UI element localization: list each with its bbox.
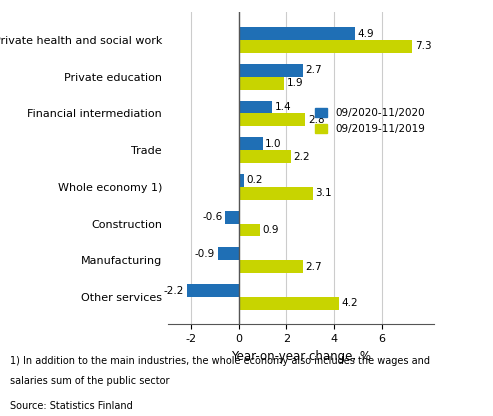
X-axis label: Year-on-year change, %: Year-on-year change, %: [231, 350, 371, 363]
Bar: [239, 297, 339, 310]
Text: 1) In addition to the main industries, the whole economy also includes the wages: 1) In addition to the main industries, t…: [10, 356, 430, 366]
Bar: [239, 260, 303, 273]
Text: -0.9: -0.9: [195, 249, 215, 259]
Bar: [239, 114, 306, 126]
Text: 2.2: 2.2: [294, 151, 310, 161]
Bar: [239, 223, 260, 236]
Text: 2.8: 2.8: [308, 115, 324, 125]
Legend: 09/2020-11/2020, 09/2019-11/2019: 09/2020-11/2020, 09/2019-11/2019: [312, 105, 428, 137]
Bar: [239, 150, 291, 163]
Bar: [239, 174, 244, 187]
Text: 3.1: 3.1: [315, 188, 332, 198]
Bar: [239, 187, 313, 200]
Text: 7.3: 7.3: [415, 42, 431, 52]
Bar: [239, 137, 263, 150]
Text: 1.9: 1.9: [286, 78, 303, 88]
Bar: [187, 284, 239, 297]
Bar: [239, 64, 303, 77]
Text: -0.6: -0.6: [202, 212, 222, 222]
Text: 0.2: 0.2: [246, 176, 263, 186]
Text: 1.0: 1.0: [265, 139, 282, 149]
Bar: [239, 40, 413, 53]
Bar: [239, 101, 272, 114]
Bar: [239, 27, 355, 40]
Text: 4.2: 4.2: [341, 298, 358, 308]
Text: -2.2: -2.2: [164, 285, 184, 295]
Text: 0.9: 0.9: [263, 225, 279, 235]
Bar: [217, 248, 239, 260]
Text: salaries sum of the public sector: salaries sum of the public sector: [10, 376, 170, 386]
Text: 2.7: 2.7: [306, 65, 322, 75]
Text: 2.7: 2.7: [306, 262, 322, 272]
Text: 4.9: 4.9: [358, 29, 374, 39]
Bar: [225, 210, 239, 223]
Text: 1.4: 1.4: [275, 102, 291, 112]
Text: Source: Statistics Finland: Source: Statistics Finland: [10, 401, 133, 411]
Bar: [239, 77, 284, 89]
